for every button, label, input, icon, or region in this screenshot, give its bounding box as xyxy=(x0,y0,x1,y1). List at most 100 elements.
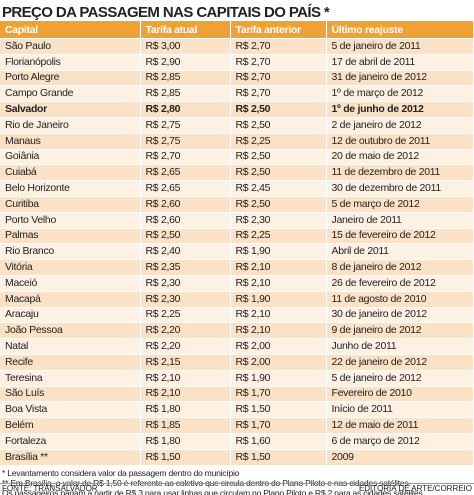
header-row: Capital Tarifa atual Tarifa anterior Último… xyxy=(0,21,474,39)
table-cell: R$ 1,70 xyxy=(230,417,327,434)
table-cell: R$ 2,80 xyxy=(140,101,231,118)
table-cell: R$ 2,70 xyxy=(140,148,231,165)
fare-table: Capital Tarifa atual Tarifa anterior Último… xyxy=(0,21,474,465)
table-cell: R$ 2,50 xyxy=(230,195,327,213)
table-cell: 2 de janeiro de 2012 xyxy=(326,116,474,134)
table-cell: R$ 2,15 xyxy=(140,353,231,371)
table-cell: R$ 2,25 xyxy=(140,306,231,323)
table-cell: R$ 2,60 xyxy=(140,195,231,213)
note: Os passageiros pagam a partir de R$ 3 pa… xyxy=(2,487,425,495)
table-cell: 11 de dezembro de 2011 xyxy=(326,164,474,181)
table-row: Rio de Janeiro R$ 2,75 R$ 2,50 2 de janeiro… xyxy=(0,116,474,134)
table-cell: R$ 2,50 xyxy=(140,227,231,244)
table-row: Belo Horizonte R$ 2,65 R$ 2,45 30 de dezemb… xyxy=(0,180,474,197)
table-cell: Belo Horizonte xyxy=(0,180,141,197)
table-row: Salvador R$ 2,80 R$ 2,50 1º de junho de 201… xyxy=(0,101,474,118)
table-cell: R$ 1,80 xyxy=(140,401,231,418)
table-cell: Natal xyxy=(0,338,141,355)
table-cell: Palmas xyxy=(0,227,141,244)
table-cell: R$ 3,00 xyxy=(140,38,231,55)
table-row: Aracaju R$ 2,25 R$ 2,10 30 de janeiro de 20… xyxy=(0,306,474,323)
column-header: Capital xyxy=(0,21,141,39)
table-cell: 5 de janeiro de 2011 xyxy=(326,38,474,55)
table-cell: Salvador xyxy=(0,101,141,118)
table-cell: Porto Velho xyxy=(0,211,141,229)
table-cell: R$ 2,00 xyxy=(230,338,327,355)
table-cell: R$ 2,50 xyxy=(230,148,327,165)
table-cell: R$ 2,70 xyxy=(230,85,327,102)
source: FONTE: TRANSALVADOR xyxy=(2,484,98,493)
note: * Levantamento considera valor da passag… xyxy=(2,467,240,478)
table-body: São Paulo R$ 3,00 R$ 2,70 5 de janeiro de 2… xyxy=(0,38,474,465)
table-cell: R$ 2,60 xyxy=(140,211,231,229)
table-row: Boa Vista R$ 1,80 R$ 1,50 Início de 2011 xyxy=(0,401,474,418)
table-row: Palmas R$ 2,50 R$ 2,25 15 de fevereiro de 2… xyxy=(0,227,474,244)
table-cell: R$ 2,20 xyxy=(140,338,231,355)
table-row: Campo Grande R$ 2,85 R$ 2,70 1º de março de… xyxy=(0,85,474,102)
table-cell: R$ 2,20 xyxy=(140,322,231,339)
table-cell: 26 de fevereiro de 2012 xyxy=(326,274,474,292)
table-row: Teresina R$ 2,10 R$ 1,90 5 de janeiro de 20… xyxy=(0,369,474,387)
table-cell: Vitória xyxy=(0,259,141,276)
table-row: São Luís R$ 2,10 R$ 1,70 Fevereiro de 2010 xyxy=(0,385,474,402)
table-cell: R$ 1,50 xyxy=(230,448,327,465)
table-cell: Janeiro de 2011 xyxy=(326,211,474,229)
table-cell: R$ 2,25 xyxy=(230,132,327,150)
table-row: Belém R$ 1,85 R$ 1,70 12 de maio de 2011 xyxy=(0,417,474,434)
table-cell: Fortaleza xyxy=(0,432,141,450)
table-cell: São Paulo xyxy=(0,38,141,55)
table-row: Goiânia R$ 2,70 R$ 2,50 20 de maio de 2012 xyxy=(0,148,474,165)
table-cell: Porto Alegre xyxy=(0,69,141,86)
table-cell: 1º de março de 2012 xyxy=(326,85,474,102)
table-row: Curitiba R$ 2,60 R$ 2,50 5 de março de 2012 xyxy=(0,195,474,213)
table-cell: 9 de janeiro de 2012 xyxy=(326,322,474,339)
table-cell: Brasília ** xyxy=(0,448,141,465)
table-cell: Cuiabá xyxy=(0,164,141,181)
table-cell: 30 de dezembro de 2011 xyxy=(326,180,474,197)
table-cell: 6 de março de 2012 xyxy=(326,432,474,450)
table-cell: Rio Branco xyxy=(0,243,141,260)
table-cell: Teresina xyxy=(0,369,141,387)
table-cell: Junho de 2011 xyxy=(326,338,474,355)
table-cell: Recife xyxy=(0,353,141,371)
table-cell: Belém xyxy=(0,417,141,434)
table-cell: 12 de outubro de 2011 xyxy=(326,132,474,150)
table-cell: R$ 2,10 xyxy=(230,306,327,323)
table-cell: Maceió xyxy=(0,274,141,292)
column-header: Último reajuste xyxy=(326,21,474,39)
table-cell: R$ 1,90 xyxy=(230,243,327,260)
table-cell: 20 de maio de 2012 xyxy=(326,148,474,165)
table-cell: R$ 1,90 xyxy=(230,290,327,308)
table-cell: R$ 1,80 xyxy=(140,432,231,450)
table-cell: R$ 1,85 xyxy=(140,417,231,434)
table-cell: Macapá xyxy=(0,290,141,308)
table-cell: 5 de janeiro de 2012 xyxy=(326,369,474,387)
credit: EDITORIA DE ARTE/CORREIO xyxy=(358,484,472,493)
table-cell: Campo Grande xyxy=(0,85,141,102)
table-cell: 2009 xyxy=(326,448,474,465)
table-cell: 30 de janeiro de 2012 xyxy=(326,306,474,323)
table-cell: Curitiba xyxy=(0,195,141,213)
table-cell: R$ 2,75 xyxy=(140,116,231,134)
table-cell: R$ 2,65 xyxy=(140,164,231,181)
table-cell: R$ 2,00 xyxy=(230,353,327,371)
table-row: Cuiabá R$ 2,65 R$ 2,50 11 de dezembro de 20… xyxy=(0,164,474,181)
column-header: Tarifa anterior xyxy=(230,21,327,39)
table-cell: R$ 2,50 xyxy=(230,116,327,134)
table-row: Macapá R$ 2,30 R$ 1,90 11 de agosto de 2010 xyxy=(0,290,474,308)
table-row: Rio Branco R$ 2,40 R$ 1,90 Abril de 2011 xyxy=(0,243,474,260)
table-cell: Fevereiro de 2010 xyxy=(326,385,474,402)
table-cell: Início de 2011 xyxy=(326,401,474,418)
table-cell: R$ 2,30 xyxy=(230,211,327,229)
notes: * Levantamento considera valor da passag… xyxy=(0,465,474,495)
table-cell: R$ 1,50 xyxy=(230,401,327,418)
table-cell: R$ 2,75 xyxy=(140,132,231,150)
table-cell: R$ 1,90 xyxy=(230,369,327,387)
table-cell: 12 de maio de 2011 xyxy=(326,417,474,434)
table-cell: R$ 2,10 xyxy=(230,274,327,292)
table-cell: R$ 2,10 xyxy=(230,322,327,339)
table-cell: João Pessoa xyxy=(0,322,141,339)
table-row: Porto Velho R$ 2,60 R$ 2,30 Janeiro de 2011 xyxy=(0,211,474,229)
table-cell: R$ 2,85 xyxy=(140,69,231,86)
